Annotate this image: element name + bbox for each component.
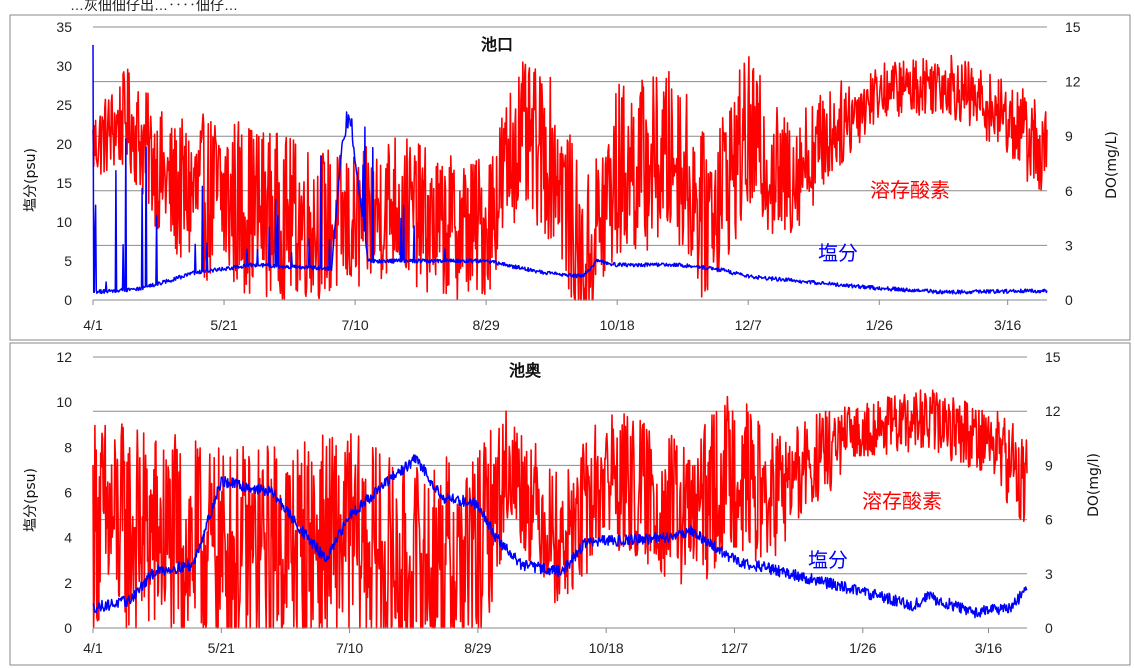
y-left-tick-label: 4 bbox=[64, 530, 72, 546]
series-dissolved-oxygen bbox=[92, 54, 1048, 301]
panel-title: 池口 bbox=[481, 35, 513, 54]
y-left-tick-labels: 0 5 10 15 20 25 30 35 bbox=[56, 19, 72, 308]
x-tick-label: 3/16 bbox=[975, 640, 1002, 656]
y-left-tick-label: 5 bbox=[64, 253, 72, 269]
y-left-tick-label: 30 bbox=[56, 58, 72, 74]
annotation-do: 溶存酸素 bbox=[870, 178, 950, 202]
series-line-do bbox=[92, 389, 1028, 629]
x-tick-labels: 4/1 5/21 7/10 8/29 10/18 12/7 1/26 3/16 bbox=[83, 628, 1002, 656]
series-line-do bbox=[92, 54, 1048, 301]
y-right-tick-label: 0 bbox=[1065, 292, 1073, 308]
y-left-tick-label: 12 bbox=[56, 349, 72, 365]
x-tick-label: 8/29 bbox=[464, 640, 491, 656]
x-tick-label: 12/7 bbox=[735, 317, 762, 333]
header-text: …灰佃佃仔出…‥‥佃仔… bbox=[70, 0, 238, 13]
x-tick-label: 1/26 bbox=[849, 640, 876, 656]
x-tick-label: 1/26 bbox=[866, 317, 893, 333]
y-right-tick-label: 0 bbox=[1045, 620, 1053, 636]
chart-panel-ikeoku: 0 2 4 6 8 10 12 0 3 6 9 12 15 4/1 5/21 7/10 8/29 10/18 1… bbox=[23, 349, 1102, 656]
annotation-do: 溶存酸素 bbox=[862, 489, 942, 513]
panel-frame-bottom bbox=[9, 342, 1131, 666]
annotation-salinity: 塩分 bbox=[808, 548, 848, 572]
y-right-tick-label: 9 bbox=[1045, 457, 1053, 473]
y-left-tick-label: 0 bbox=[64, 292, 72, 308]
x-tick-label: 5/21 bbox=[210, 317, 237, 333]
y-left-tick-label: 35 bbox=[56, 19, 72, 35]
y-left-tick-label: 6 bbox=[64, 485, 72, 501]
y-left-tick-label: 10 bbox=[56, 394, 72, 410]
y-right-tick-labels: 0 3 6 9 12 15 bbox=[1065, 19, 1081, 308]
x-tick-label: 4/1 bbox=[83, 640, 103, 656]
y-left-tick-label: 25 bbox=[56, 97, 72, 113]
y-left-tick-label: 10 bbox=[56, 214, 72, 230]
y-right-tick-label: 15 bbox=[1065, 19, 1081, 35]
y-right-title: DO(mg/l) bbox=[1086, 453, 1102, 517]
y-left-tick-label: 0 bbox=[64, 620, 72, 636]
y-left-tick-label: 8 bbox=[64, 439, 72, 455]
x-tick-label: 5/21 bbox=[208, 640, 235, 656]
y-right-title: DO(mg/L) bbox=[1104, 131, 1120, 199]
x-tick-label: 7/10 bbox=[336, 640, 363, 656]
chart-panel-ikeguchi: 0 5 10 15 20 25 30 35 0 3 6 9 12 15 4/1 5/21 7/10 8/29 1… bbox=[23, 19, 1120, 333]
x-tick-label: 7/10 bbox=[341, 317, 368, 333]
x-tick-label: 10/18 bbox=[600, 317, 635, 333]
y-left-title: 塩分(psu) bbox=[23, 468, 39, 532]
annotation-salinity: 塩分 bbox=[818, 241, 858, 265]
y-right-tick-label: 3 bbox=[1045, 566, 1053, 582]
y-right-tick-label: 6 bbox=[1065, 183, 1073, 199]
panel-title: 池奥 bbox=[509, 361, 542, 380]
series-line-salinity bbox=[92, 454, 1028, 619]
y-right-tick-label: 12 bbox=[1065, 74, 1081, 90]
y-right-tick-label: 3 bbox=[1065, 237, 1073, 253]
y-left-tick-label: 15 bbox=[56, 175, 72, 191]
y-right-tick-label: 6 bbox=[1045, 512, 1053, 528]
y-left-tick-label: 2 bbox=[64, 575, 72, 591]
y-left-title: 塩分(psu) bbox=[23, 148, 39, 212]
y-right-tick-label: 9 bbox=[1065, 128, 1073, 144]
series-line-salinity bbox=[92, 44, 1048, 295]
x-tick-label: 8/29 bbox=[473, 317, 500, 333]
y-left-tick-label: 20 bbox=[56, 136, 72, 152]
x-tick-label: 10/18 bbox=[589, 640, 624, 656]
x-tick-label: 4/1 bbox=[83, 317, 103, 333]
x-tick-label: 3/16 bbox=[994, 317, 1021, 333]
series-dissolved-oxygen bbox=[92, 389, 1028, 629]
y-right-tick-label: 12 bbox=[1045, 403, 1061, 419]
x-tick-labels: 4/1 5/21 7/10 8/29 10/18 12/7 1/26 3/16 bbox=[83, 300, 1022, 333]
series-salinity bbox=[92, 44, 1048, 295]
y-right-tick-labels: 0 3 6 9 12 15 bbox=[1045, 349, 1061, 636]
series-salinity bbox=[92, 454, 1028, 619]
panel-frame-top bbox=[9, 14, 1131, 341]
x-tick-label: 12/7 bbox=[721, 640, 748, 656]
y-left-tick-labels: 0 2 4 6 8 10 12 bbox=[56, 349, 72, 636]
y-right-tick-label: 15 bbox=[1045, 349, 1061, 365]
